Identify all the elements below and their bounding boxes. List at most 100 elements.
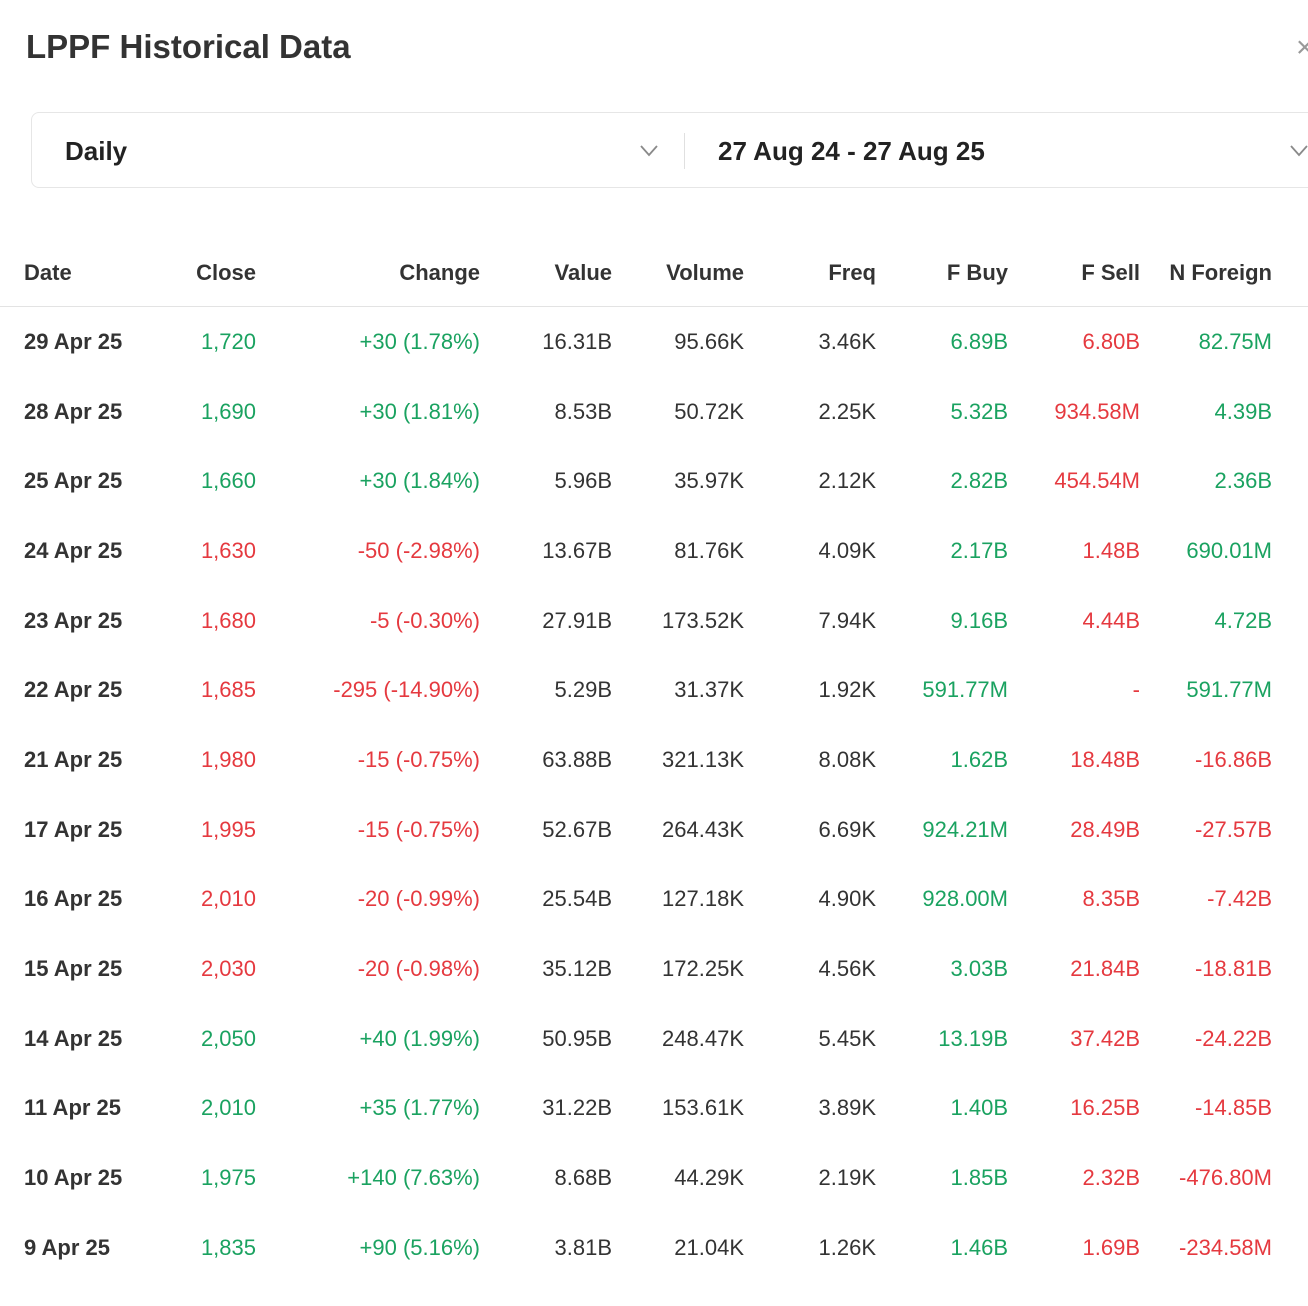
cell-value: 35.12B xyxy=(542,956,612,982)
cell-close: 2,010 xyxy=(200,1095,256,1121)
column-header[interactable]: Date xyxy=(0,240,150,307)
column-header[interactable]: Change xyxy=(256,240,480,307)
cell-change: -50 (-2.98%) xyxy=(357,537,480,563)
cell-freq: 7.94K xyxy=(818,607,877,633)
cell-freq: 8.08K xyxy=(818,746,877,772)
cell-fsell: 6.80B xyxy=(1082,328,1141,354)
cell-fbuy: 13.19B xyxy=(938,1025,1008,1051)
cell-value: 5.29B xyxy=(554,677,613,703)
period-select[interactable]: Daily xyxy=(65,113,665,189)
column-header[interactable]: Freq xyxy=(744,240,876,307)
cell-freq: 6.69K xyxy=(818,816,877,842)
cell-volume: 31.37K xyxy=(674,677,744,703)
cell-fbuy: 9.16B xyxy=(950,607,1009,633)
cell-close: 1,975 xyxy=(200,1165,256,1191)
cell-freq: 2.25K xyxy=(818,398,877,424)
cell-date: 9 Apr 25 xyxy=(24,1234,111,1260)
table-row: 14 Apr 25 2,050 +40 (1.99%) 50.95B 248.47K 5.… xyxy=(0,1004,1308,1074)
cell-fbuy: 1.46B xyxy=(950,1234,1009,1260)
table-row: 22 Apr 25 1,685 -295 (-14.90%) 5.29B 31.37K 1… xyxy=(0,655,1308,725)
cell-freq: 1.92K xyxy=(818,677,877,703)
cell-freq: 3.89K xyxy=(818,1095,877,1121)
cell-change: -5 (-0.30%) xyxy=(369,607,480,633)
cell-value: 31.22B xyxy=(542,1095,612,1121)
column-header[interactable]: N Foreign xyxy=(1140,240,1308,307)
cell-value: 63.88B xyxy=(542,746,612,772)
cell-fbuy: 1.40B xyxy=(950,1095,1009,1121)
cell-fsell: 28.49B xyxy=(1070,816,1140,842)
cell-freq: 2.12K xyxy=(818,468,877,494)
cell-value: 50.95B xyxy=(542,1025,612,1051)
cell-fbuy: 6.89B xyxy=(950,328,1009,354)
cell-volume: 50.72K xyxy=(674,398,744,424)
period-select-value: Daily xyxy=(65,135,128,166)
column-header[interactable]: Close xyxy=(150,240,256,307)
cell-fbuy: 2.82B xyxy=(950,468,1009,494)
cell-nforeign: -476.80M xyxy=(1179,1165,1272,1191)
cell-fbuy: 5.32B xyxy=(950,398,1009,424)
cell-volume: 248.47K xyxy=(662,1025,744,1051)
cell-fsell: 16.25B xyxy=(1070,1095,1140,1121)
column-header[interactable]: F Buy xyxy=(876,240,1008,307)
cell-nforeign: 82.75M xyxy=(1198,328,1272,354)
filter-bar: Daily 27 Aug 24 - 27 Aug 25 xyxy=(31,112,1308,188)
cell-nforeign: 4.39B xyxy=(1214,398,1273,424)
cell-change: +30 (1.78%) xyxy=(359,328,480,354)
page-title: LPPF Historical Data xyxy=(26,28,351,65)
column-header[interactable]: Value xyxy=(480,240,612,307)
cell-change: -15 (-0.75%) xyxy=(357,816,480,842)
cell-close: 2,030 xyxy=(200,956,256,982)
cell-date: 10 Apr 25 xyxy=(24,1165,123,1191)
date-range-value: 27 Aug 24 - 27 Aug 25 xyxy=(718,135,985,166)
cell-value: 3.81B xyxy=(554,1234,613,1260)
chevron-down-icon[interactable] xyxy=(638,139,660,161)
cell-change: +30 (1.81%) xyxy=(359,398,480,424)
cell-nforeign: 591.77M xyxy=(1186,677,1272,703)
cell-change: -295 (-14.90%) xyxy=(333,677,480,703)
cell-fsell: 8.35B xyxy=(1082,886,1141,912)
table-row: 16 Apr 25 2,010 -20 (-0.99%) 25.54B 127.18K 4… xyxy=(0,865,1308,935)
cell-fsell: - xyxy=(1132,677,1140,703)
table-row: 9 Apr 25 1,835 +90 (5.16%) 3.81B 21.04K 1.26K… xyxy=(0,1213,1308,1283)
cell-date: 22 Apr 25 xyxy=(24,677,123,703)
table-row: 28 Apr 25 1,690 +30 (1.81%) 8.53B 50.72K 2.25… xyxy=(0,377,1308,447)
cell-close: 1,680 xyxy=(200,607,256,633)
cell-volume: 321.13K xyxy=(662,746,744,772)
cell-value: 8.53B xyxy=(554,398,613,424)
cell-volume: 35.97K xyxy=(674,468,744,494)
column-header[interactable]: Volume xyxy=(612,240,744,307)
cell-nforeign: -234.58M xyxy=(1179,1234,1272,1260)
cell-change: +30 (1.84%) xyxy=(359,468,480,494)
cell-change: +35 (1.77%) xyxy=(359,1095,480,1121)
cell-change: +90 (5.16%) xyxy=(359,1234,480,1260)
cell-fsell: 18.48B xyxy=(1070,746,1140,772)
close-icon[interactable]: × xyxy=(1296,31,1308,64)
cell-fsell: 2.32B xyxy=(1082,1165,1141,1191)
cell-fbuy: 591.77M xyxy=(922,677,1008,703)
column-header[interactable]: F Sell xyxy=(1008,240,1140,307)
cell-freq: 1.26K xyxy=(818,1234,877,1260)
cell-date: 15 Apr 25 xyxy=(24,956,123,982)
chevron-down-icon[interactable] xyxy=(1288,139,1308,161)
cell-close: 1,995 xyxy=(200,816,256,842)
date-range-select[interactable]: 27 Aug 24 - 27 Aug 25 xyxy=(718,113,1308,189)
table-row: 10 Apr 25 1,975 +140 (7.63%) 8.68B 44.29K 2.1… xyxy=(0,1143,1308,1213)
cell-volume: 21.04K xyxy=(674,1234,744,1260)
table-row: 24 Apr 25 1,630 -50 (-2.98%) 13.67B 81.76K 4.… xyxy=(0,516,1308,586)
cell-value: 8.68B xyxy=(554,1165,613,1191)
cell-value: 52.67B xyxy=(542,816,612,842)
cell-nforeign: -14.85B xyxy=(1194,1095,1272,1121)
cell-date: 24 Apr 25 xyxy=(24,537,123,563)
cell-value: 16.31B xyxy=(542,328,612,354)
cell-freq: 4.09K xyxy=(818,537,877,563)
cell-close: 1,720 xyxy=(200,328,256,354)
table-header-row: Date Close Change Value Volume Freq F Buy F Sel… xyxy=(0,240,1308,307)
table-row: 15 Apr 25 2,030 -20 (-0.98%) 35.12B 172.25K 4… xyxy=(0,934,1308,1004)
cell-fbuy: 1.62B xyxy=(950,746,1009,772)
table-row: 17 Apr 25 1,995 -15 (-0.75%) 52.67B 264.43K 6… xyxy=(0,795,1308,865)
cell-fbuy: 924.21M xyxy=(922,816,1008,842)
cell-volume: 127.18K xyxy=(662,886,744,912)
cell-date: 23 Apr 25 xyxy=(24,607,123,633)
cell-volume: 81.76K xyxy=(674,537,744,563)
cell-value: 13.67B xyxy=(542,537,612,563)
